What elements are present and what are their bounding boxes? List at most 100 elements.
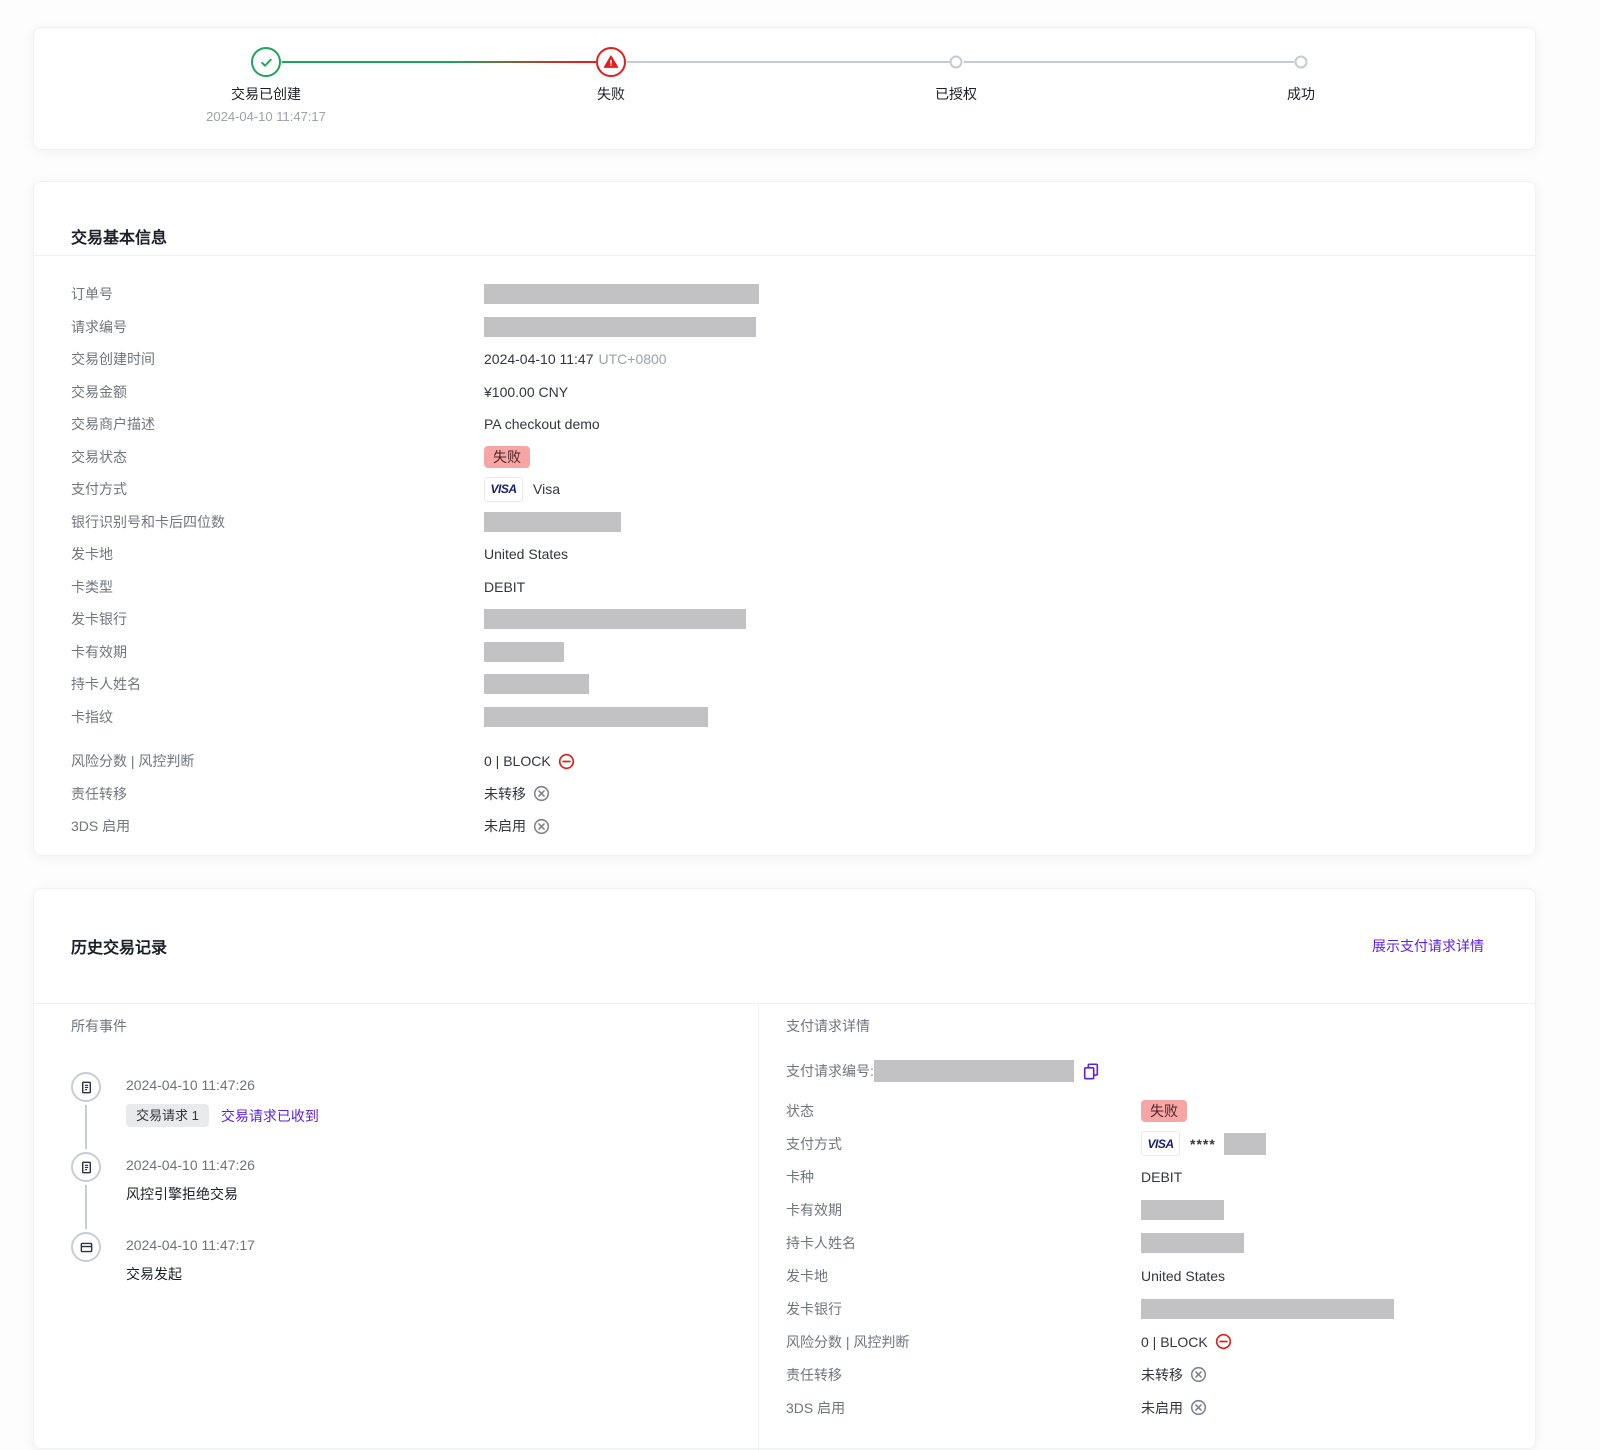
show-payment-request-details-link[interactable]: 展示支付请求详情 [1372,938,1484,954]
field-value: 未启用 [1141,1398,1207,1418]
timeline-event-content: 2024-04-10 11:47:17 交易发起 [126,1232,255,1284]
timezone-suffix: UTC+0800 [598,351,667,368]
info-row: 卡类型 DEBIT [71,571,1498,604]
info-row: 3DS 启用 未启用 [786,1391,1535,1424]
info-row: 支付方式 VISA **** [786,1127,1535,1160]
field-value [484,674,589,695]
x-circle-icon [1190,1366,1207,1383]
step-failed-node [596,47,626,77]
block-minus-icon [1215,1333,1231,1350]
field-value: DEBIT [1141,1169,1182,1185]
event-description: 交易发起 [126,1266,182,1282]
info-row: 责任转移 未转移 [786,1358,1535,1391]
field-value-text: United States [484,546,569,563]
redacted-value [484,316,756,337]
payment-method-name: Visa [533,481,560,498]
field-label: 发卡银行 [786,1300,842,1317]
field-value [484,609,746,630]
field-value: 未转移 [1141,1365,1207,1385]
info-row: 发卡地 United States [786,1259,1535,1292]
info-row: 发卡地 United States [71,538,1498,571]
info-row: 卡指纹 [71,701,1498,734]
field-value [484,706,708,727]
field-value [484,511,621,532]
timeline-icon-column [71,1232,101,1284]
status-badge: 失败 [484,445,530,468]
transaction-progress-panel: 交易已创建 2024-04-10 11:47:17 失败 已授权 成功 [33,27,1536,150]
receipt-event-icon [71,1072,101,1102]
field-value-text: DEBIT [1141,1168,1183,1185]
field-value-text: 0 | BLOCK [1141,1333,1208,1350]
event-timestamp: 2024-04-10 11:47:26 [126,1077,255,1093]
step-created-timestamp: 2024-04-10 11:47:17 [206,109,326,124]
field-value: 未转移 [484,784,550,804]
field-value: DEBIT [484,579,525,595]
field-value [1141,1199,1224,1220]
receipt-icon [81,1081,91,1093]
x-circle-icon [533,818,550,834]
x-circle-icon [1190,1366,1207,1383]
redacted-value [1223,1132,1266,1155]
events-timeline: 2024-04-10 11:47:26 交易请求 1 交易请求已收到 2024-04-… [71,1072,758,1284]
timeline-event: 2024-04-10 11:47:26 风控引擎拒绝交易 [71,1152,758,1232]
redacted-value [484,284,759,305]
field-value [484,641,564,662]
step-connector-pending [627,61,956,63]
x-circle-icon [533,785,550,802]
field-label: 责任转移 [786,1366,842,1383]
status-badge: 失败 [1141,1099,1187,1122]
field-label: 交易创建时间 [71,351,155,368]
field-value: 0 | BLOCK [1141,1333,1232,1350]
event-timestamp: 2024-04-10 11:47:26 [126,1157,255,1173]
field-value-text: 0 | BLOCK [484,753,551,770]
redacted-value [1141,1199,1224,1220]
info-row: 银行识别号和卡后四位数 [71,506,1498,539]
field-label: 卡指纹 [71,708,113,725]
timeline-event: 2024-04-10 11:47:26 交易请求 1 交易请求已收到 [71,1072,758,1152]
payment-request-id-label: 支付请求编号: [786,1063,874,1079]
info-row: 交易商户描述 PA checkout demo [71,408,1498,441]
info-row: 订单号 [71,278,1498,311]
copy-icon[interactable] [1082,1062,1100,1080]
info-row: 交易创建时间 2024-04-10 11:47 UTC+0800 [71,343,1498,376]
block-minus-icon [1215,1333,1232,1350]
event-description-row: 风控引擎拒绝交易 [126,1184,255,1204]
field-label: 3DS 启用 [71,818,131,835]
event-request-badge: 交易请求 1 [126,1104,209,1127]
transaction-basic-info-card: 交易基本信息 订单号 请求编号 交易创建时间 2024-04-10 11:47 UTC+… [33,181,1536,856]
redacted-value [484,674,589,695]
payment-request-detail-rows: 状态 失败 支付方式 VISA **** 卡种 DEBIT 卡有效期 持卡人姓名 发卡地 Unite… [786,1094,1535,1424]
field-label: 卡种 [786,1168,814,1185]
event-description-row: 交易发起 [126,1264,255,1284]
field-value-text: 未转移 [1141,1366,1183,1383]
field-value: VISA **** [1141,1131,1266,1156]
basic-info-title: 交易基本信息 [71,229,168,247]
field-label: 3DS 启用 [786,1399,846,1416]
step-label-failed: 失败 [597,86,625,102]
field-label: 发卡银行 [71,611,127,628]
info-row: 卡有效期 [786,1193,1535,1226]
field-value-text: DEBIT [484,578,526,595]
field-value: United States [1141,1268,1225,1284]
warning-triangle-icon [603,55,619,68]
event-detail-link[interactable]: 交易请求已收到 [220,1107,319,1124]
field-label: 卡有效期 [71,643,127,660]
field-value: PA checkout demo [484,416,600,432]
info-row: 风险分数 | 风控判断 0 | BLOCK [786,1325,1535,1358]
block-minus-icon [558,753,575,770]
redacted-value [484,609,746,630]
card-event-icon [71,1232,101,1262]
visa-logo: VISA [484,476,523,502]
info-row: 支付方式 VISA Visa [71,473,1498,506]
redacted-value [484,706,708,727]
field-value: ¥100.00 CNY [484,384,568,400]
event-description-row: 交易请求 1 交易请求已收到 [126,1104,319,1127]
field-value-text: 未转移 [484,785,526,802]
redacted-value [484,511,621,532]
step-connector-pending [964,61,1294,63]
field-label: 支付方式 [786,1135,842,1152]
field-label: 状态 [786,1102,814,1119]
field-value: 未启用 [484,816,550,836]
step-connector-done [282,61,596,63]
block-minus-icon [558,753,574,769]
